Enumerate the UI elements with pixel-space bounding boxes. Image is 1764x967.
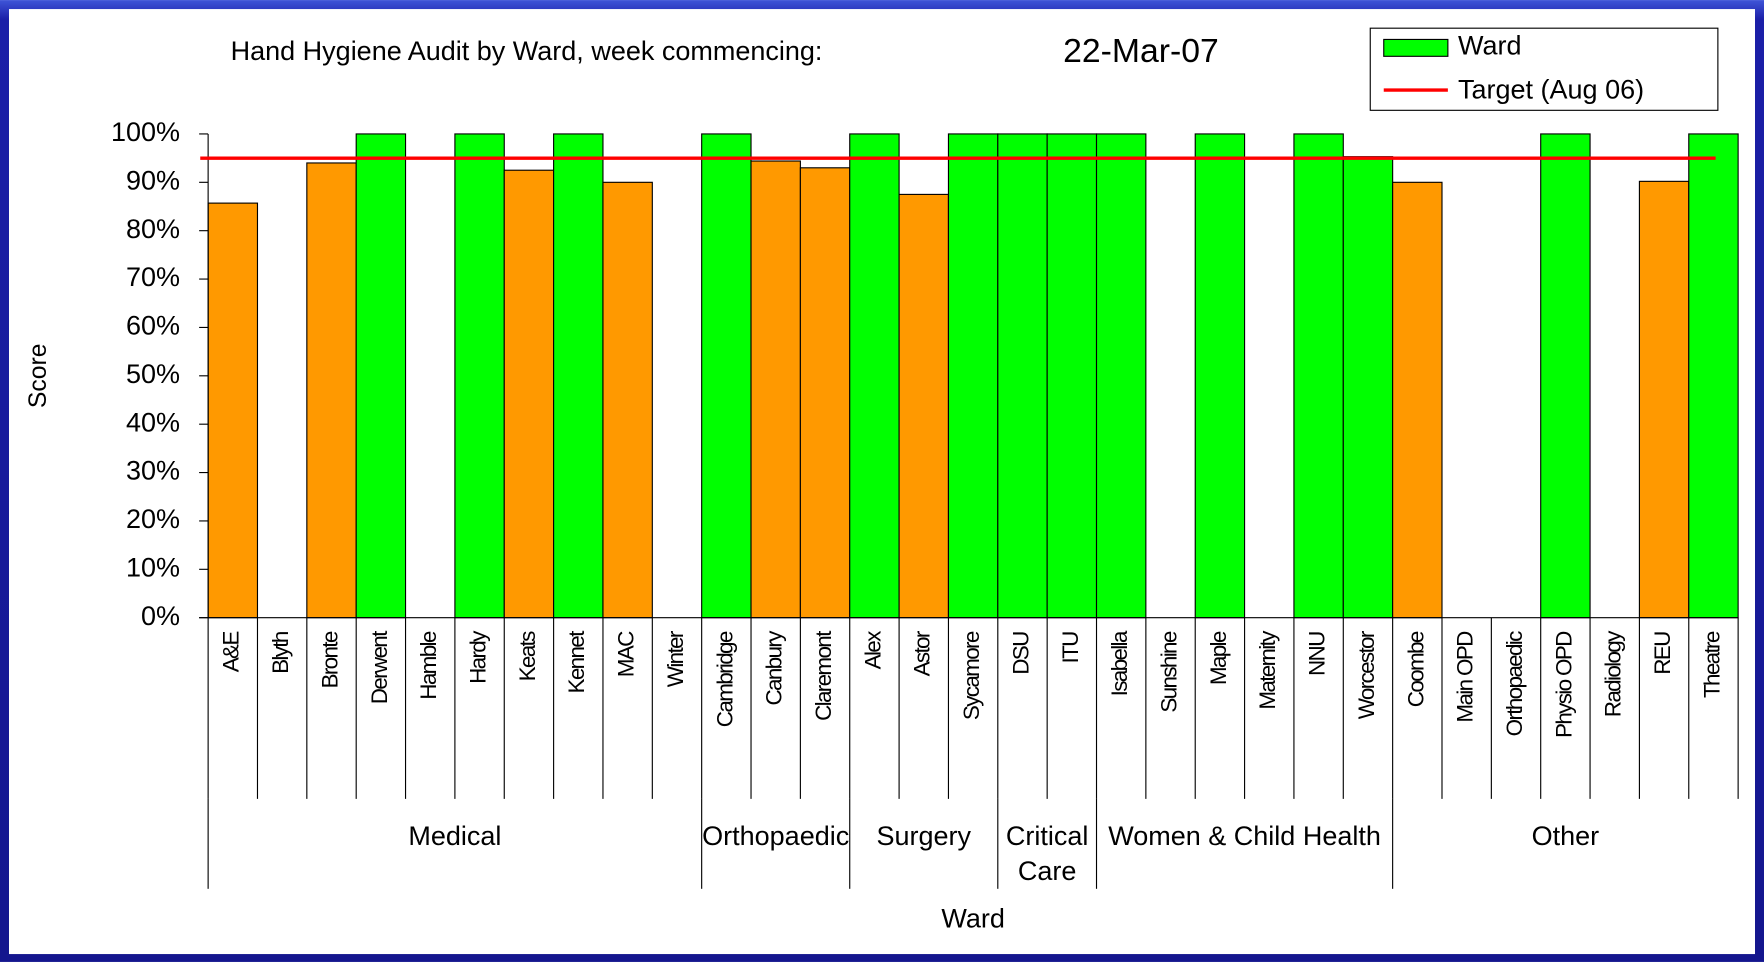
x-tick-label: Claremont — [811, 630, 836, 721]
bar — [454, 133, 505, 619]
legend-label: Ward — [1458, 30, 1522, 60]
x-tick-label: Main OPD — [1453, 631, 1478, 723]
x-tick-label: Bronte — [317, 631, 342, 688]
x-tick-label: MAC — [614, 631, 639, 677]
group-label-box: Surgery — [876, 821, 972, 852]
bar — [1046, 133, 1098, 619]
group-label-box: Orthopaedic — [702, 821, 850, 852]
x-tick-label: Blyth — [268, 631, 293, 674]
bar — [799, 167, 851, 619]
bar — [1342, 156, 1394, 619]
group-label: Other — [1531, 821, 1600, 852]
x-tick-label: Sunshine — [1156, 631, 1181, 712]
bar — [1688, 133, 1739, 619]
x-tick-label: Maternity — [1255, 630, 1280, 710]
group-label-box: Women & Child Health — [1108, 821, 1381, 852]
group-label-box: Other — [1531, 821, 1600, 852]
bar — [1638, 180, 1690, 619]
bar — [701, 133, 752, 619]
chart-title: Hand Hygiene Audit by Ward, week commenc… — [231, 36, 823, 66]
x-tick-label: Winter — [663, 630, 688, 687]
x-tick-label: Sycamore — [959, 631, 984, 720]
x-tick-label: Kennet — [564, 630, 589, 694]
x-tick-label: Theatre — [1699, 631, 1724, 698]
chart-subtitle: 22-Mar-07 — [1063, 32, 1219, 70]
bar — [1095, 133, 1147, 619]
x-axis-title: Ward — [941, 903, 1005, 933]
x-tick-label: Keats — [515, 631, 540, 682]
y-tick-label: 50% — [126, 359, 180, 389]
y-tick-label: 90% — [126, 165, 180, 195]
bar — [1194, 133, 1246, 619]
group-label: Orthopaedic — [702, 821, 850, 852]
x-tick-label: Isabella — [1107, 630, 1132, 696]
x-tick-label: Derwent — [367, 630, 392, 704]
legend-swatch — [1383, 38, 1449, 57]
group-label: Women & Child Health — [1108, 821, 1381, 852]
x-tick-label: Canbury — [762, 630, 787, 706]
y-tick-label: 10% — [126, 552, 180, 582]
bar — [503, 169, 555, 619]
x-tick-label: Orthopaedic — [1502, 631, 1527, 736]
x-tick-label: Alex — [860, 630, 885, 669]
x-tick-label: Physio OPD — [1551, 631, 1576, 738]
x-tick-label: A&E — [219, 631, 244, 673]
y-tick-label: 0% — [141, 601, 180, 631]
bar — [849, 133, 900, 619]
x-tick-label: Worcestor — [1354, 630, 1379, 719]
y-tick-label: 40% — [126, 407, 180, 437]
bar — [602, 181, 653, 619]
bar — [1293, 133, 1344, 619]
x-tick-label: Coombe — [1403, 631, 1428, 707]
bar — [207, 202, 259, 619]
x-tick-label: DSU — [1008, 632, 1033, 675]
bar — [1392, 181, 1443, 619]
legend-label: Target (Aug 06) — [1458, 74, 1644, 104]
group-label: Critical Care — [1005, 821, 1089, 887]
bar — [997, 133, 1048, 619]
bar — [750, 160, 801, 619]
x-tick-label: Radiology — [1601, 630, 1626, 717]
x-tick-label: NNU — [1305, 632, 1330, 676]
x-tick-label: Hamble — [416, 631, 441, 700]
y-tick-label: 60% — [126, 311, 180, 341]
group-label-box: Critical Care — [1005, 821, 1089, 887]
bar — [1540, 133, 1591, 619]
x-tick-label: Hardy — [466, 630, 491, 684]
y-tick-label: 30% — [126, 456, 180, 486]
x-tick-label: Cambridge — [712, 631, 737, 727]
x-tick-label: ITU — [1058, 632, 1083, 664]
x-tick-label: REU — [1650, 632, 1675, 675]
y-tick-label: 20% — [126, 504, 180, 534]
y-tick-label: 70% — [126, 262, 180, 292]
bar — [355, 133, 407, 619]
group-label-box: Medical — [408, 821, 502, 852]
bar — [553, 133, 604, 619]
bar — [306, 162, 357, 619]
y-axis-title: Score — [25, 343, 52, 408]
bar — [898, 193, 950, 619]
y-tick-label: 80% — [126, 214, 180, 244]
x-tick-label: Astor — [910, 630, 935, 676]
x-tick-label: Maple — [1206, 631, 1231, 685]
group-label: Medical — [408, 821, 502, 852]
y-tick-label: 100% — [111, 117, 180, 147]
group-label: Surgery — [876, 821, 972, 852]
bar — [947, 133, 999, 619]
